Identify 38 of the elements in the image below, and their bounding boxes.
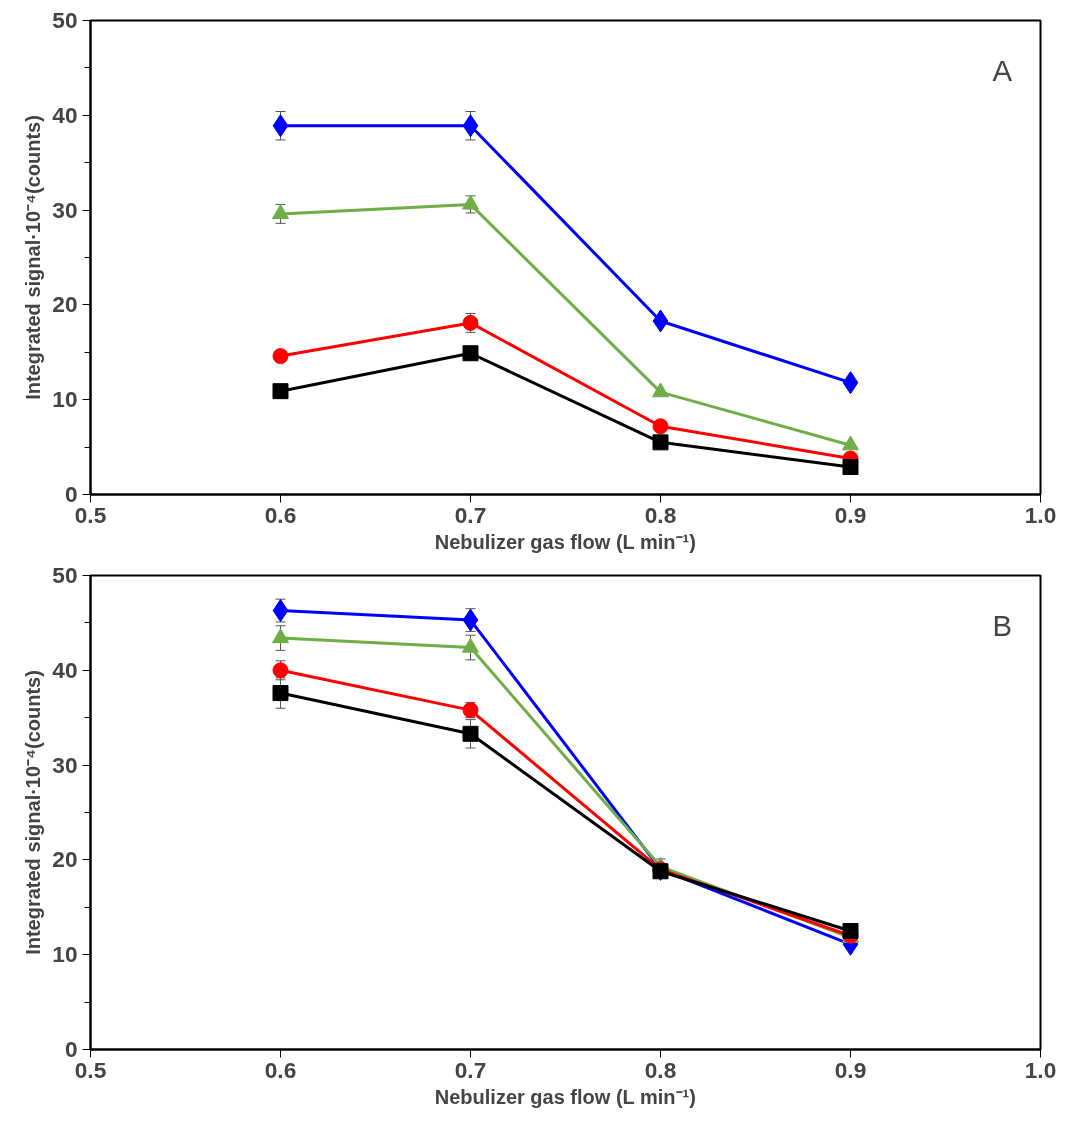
- x-tick-label: 1.0: [1024, 1056, 1057, 1083]
- y-tick-label: 40: [52, 656, 78, 683]
- y-tick-label: 10: [52, 386, 78, 413]
- y-tick-label: 40: [52, 101, 78, 128]
- point: [842, 459, 859, 476]
- y-tick-label: 20: [52, 291, 78, 318]
- y-tick-label: 20: [52, 846, 78, 873]
- y-tick-label: 30: [52, 751, 78, 778]
- x-axis-title: Nebulizer gas flow (L min⁻¹): [434, 530, 696, 553]
- y-axis-title: Integrated signal·10⁻⁴(counts): [22, 670, 45, 955]
- point: [462, 725, 479, 742]
- x-axis-title: Nebulizer gas flow (L min⁻¹): [434, 1085, 696, 1108]
- x-tick-label: 0.6: [264, 501, 297, 528]
- annotation: B: [992, 608, 1012, 642]
- y-tick-label: 10: [52, 941, 78, 968]
- y-axis-title: Integrated signal·10⁻⁴(counts): [22, 115, 45, 400]
- x-tick-label: 0.8: [644, 1056, 677, 1083]
- point: [272, 204, 289, 220]
- point: [652, 309, 669, 333]
- x-tick-label: 0.8: [644, 501, 677, 528]
- point: [462, 345, 479, 362]
- x-tick-label: 0.7: [454, 501, 487, 528]
- point: [272, 348, 289, 365]
- point: [842, 923, 859, 939]
- point: [652, 418, 669, 435]
- point: [652, 434, 669, 451]
- point: [272, 383, 289, 400]
- x-tick-label: 0.6: [264, 1056, 297, 1083]
- x-tick-label: 0.9: [834, 501, 867, 528]
- x-tick-label: 0.9: [834, 1056, 867, 1083]
- annotation: A: [992, 53, 1013, 87]
- x-tick-label: 0.7: [454, 1056, 487, 1083]
- y-tick-label: 30: [52, 196, 78, 223]
- y-tick-label: 50: [52, 562, 78, 588]
- point: [272, 685, 289, 702]
- x-tick-label: 1.0: [1024, 501, 1057, 528]
- point: [842, 371, 859, 395]
- y-tick-label: 50: [52, 7, 78, 33]
